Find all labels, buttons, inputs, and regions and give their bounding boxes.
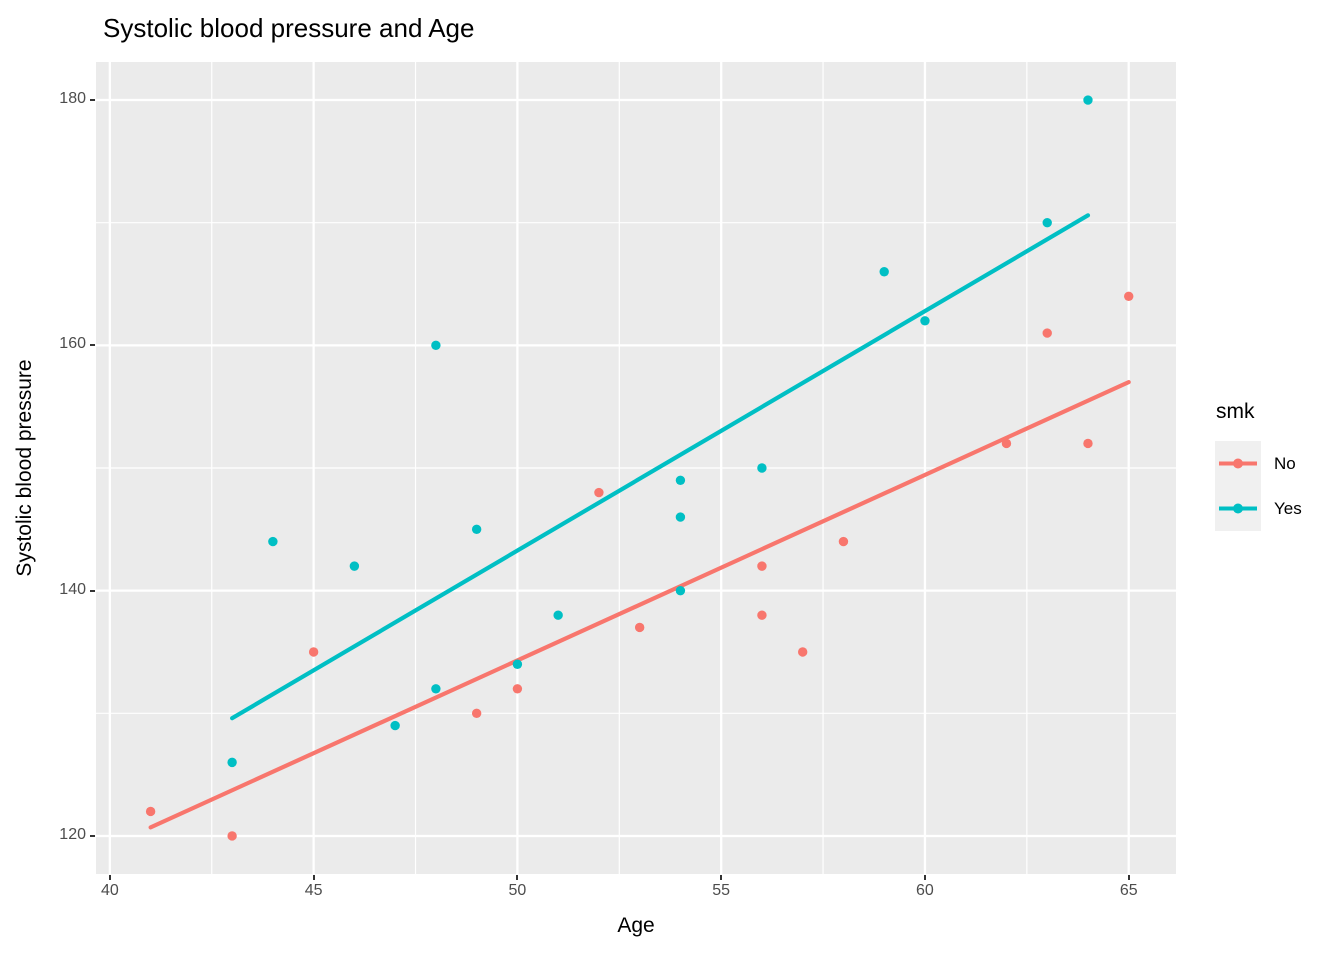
data-point-yes [675, 585, 686, 596]
legend-key-no-icon [1215, 441, 1261, 486]
x-tick-label: 65 [1119, 882, 1138, 899]
legend-label: No [1274, 453, 1296, 473]
data-point-yes [268, 536, 278, 547]
data-point-no [757, 610, 767, 620]
legend-title: smk [1216, 400, 1255, 423]
y-tick-label: 180 [59, 90, 86, 108]
legend-label: Yes [1274, 498, 1302, 518]
y-tick-label: 120 [59, 825, 86, 843]
data-point-no [227, 831, 237, 841]
data-point-no [1001, 438, 1012, 449]
data-point-yes [227, 757, 237, 768]
data-point-no [634, 622, 645, 633]
data-point-no [757, 561, 767, 571]
x-tick-mark [720, 875, 723, 880]
data-point-yes [675, 512, 686, 522]
x-tick-mark [923, 875, 926, 880]
x-tick-label: 45 [304, 882, 323, 899]
y-tick-mark [90, 99, 95, 102]
data-point-yes [431, 684, 441, 694]
x-tick-label: 40 [100, 882, 119, 899]
data-point-yes [757, 463, 767, 473]
data-point-yes [349, 561, 360, 571]
x-tick-mark [516, 875, 519, 880]
y-tick-label: 160 [59, 335, 86, 353]
data-point-yes [1083, 95, 1093, 105]
data-point-no [1042, 328, 1052, 338]
legend-entry-yes: Yes [1215, 486, 1340, 531]
data-point-yes [512, 659, 523, 669]
data-point-yes [1042, 217, 1052, 228]
legend-entries: No Yes [1215, 441, 1340, 531]
data-point-yes [431, 340, 441, 351]
data-point-no [471, 708, 482, 719]
x-tick-mark [1127, 875, 1130, 880]
x-tick-label: 60 [916, 882, 934, 899]
x-tick-mark [108, 875, 111, 880]
data-point-no [797, 647, 808, 657]
plot-title: Systolic blood pressure and Age [103, 13, 475, 43]
legend-key-yes-icon [1215, 486, 1261, 531]
x-tick-mark [312, 875, 315, 880]
y-axis-title: Systolic blood pressure [13, 359, 36, 577]
x-axis-title: Age [617, 914, 655, 937]
data-point-no [594, 487, 604, 498]
data-point-no [145, 806, 156, 817]
data-point-no [308, 647, 319, 657]
data-point-yes [390, 720, 400, 731]
data-point-no [1124, 291, 1134, 301]
y-tick-label: 140 [59, 580, 86, 598]
legend: smk No Yes [1215, 400, 1340, 531]
data-point-yes [920, 316, 930, 326]
x-tick-label: 55 [712, 882, 731, 899]
data-point-no [838, 536, 849, 547]
data-point-no [1083, 438, 1093, 449]
legend-entry-no: No [1215, 441, 1340, 486]
plot-area-svg [96, 62, 1176, 874]
data-point-yes [879, 267, 889, 277]
trend-line-yes [230, 213, 1091, 721]
plot-panel [96, 62, 1176, 874]
y-tick-mark [90, 589, 95, 592]
trend-line-no [148, 380, 1131, 830]
y-tick-mark [90, 344, 95, 347]
y-tick-mark [90, 834, 95, 837]
data-point-no [512, 684, 523, 694]
data-point-yes [675, 475, 686, 485]
data-point-yes [471, 524, 482, 535]
data-point-yes [553, 610, 563, 620]
x-tick-label: 50 [508, 882, 527, 899]
